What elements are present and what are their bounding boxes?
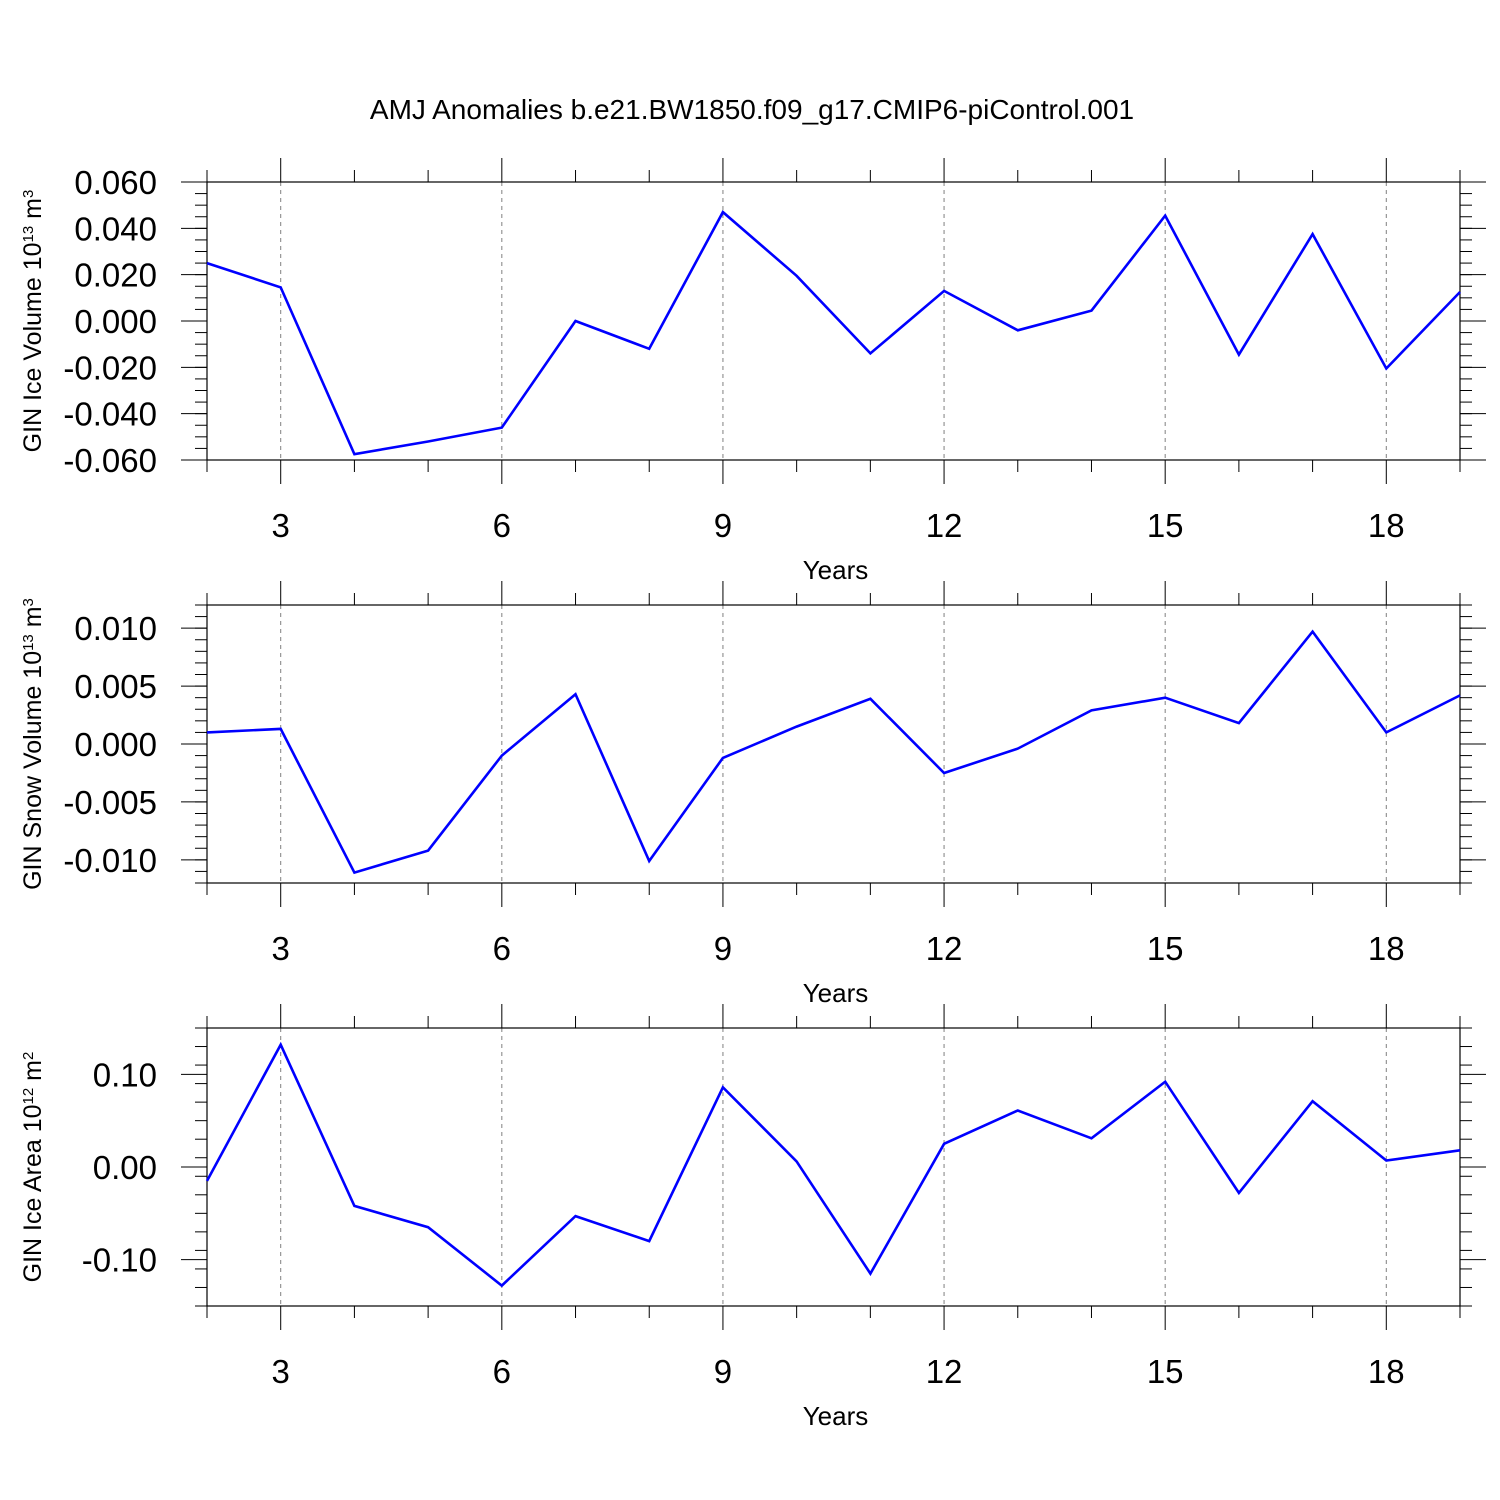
panels: 3 6 9 12 15 18 -0.060 -0.040 -0.020 0.000 0.020 0.0… [19,158,1486,1431]
y-axis-label-exp: 13 [20,226,37,243]
x-tick-label-9: 9 [714,1353,732,1390]
y-axis-label-unit: m [19,198,47,226]
x-tick-label-15: 15 [1147,507,1184,544]
y-tick-label-0.040: 0.040 [74,210,157,247]
y-axis-label-unit-exp: 2 [20,1052,37,1060]
series-line-1 [205,1041,1461,1288]
y-axis-label-exp: 12 [20,1088,37,1105]
y-tick-label-0.00: 0.00 [93,1149,157,1186]
figure-title: AMJ Anomalies b.e21.BW1850.f09_g17.CMIP6… [370,94,1134,125]
x-axis-label: Years [803,555,869,585]
y-tick-label-0.020: 0.020 [74,257,157,294]
y-axis-label-text: GIN Ice Area 10 [19,1104,47,1282]
series-line-1 [206,210,1461,456]
x-tick-label-12: 12 [926,930,963,967]
x-tick-label-18: 18 [1368,1353,1405,1390]
x-axis-label: Years [803,978,869,1008]
x-tick-label-9: 9 [714,930,732,967]
x-tick-label-6: 6 [493,507,511,544]
panel-2: 3 6 9 12 15 18 -0.010 -0.005 0.000 0.005 0.010 Year… [19,581,1486,1008]
panel-1: 3 6 9 12 15 18 -0.060 -0.040 -0.020 0.000 0.020 0.0… [19,158,1486,585]
y-tick-label-0.060: 0.060 [74,164,157,201]
y-axis-label: GIN Ice Area 1012 m2 [19,1052,47,1283]
y-axis-label-unit: m [19,1060,47,1088]
y-axis-label: GIN Snow Volume 1013 m3 [19,598,47,890]
x-tick-label-6: 6 [493,1353,511,1390]
series-line-1 [206,629,1461,875]
y-axis-label-unit-exp: 3 [20,190,37,198]
y-tick-label-0.10: 0.10 [93,1056,157,1093]
y-tick-label-0.005: 0.005 [74,668,157,705]
y-tick-label-0.000: 0.000 [74,726,157,763]
x-axis-label: Years [803,1401,869,1431]
y-axis-label-unit: m [19,606,47,634]
y-tick-label--0.005: -0.005 [63,784,157,821]
x-tick-label-15: 15 [1147,1353,1184,1390]
x-tick-label-3: 3 [272,930,290,967]
y-axis-label-text: GIN Ice Volume 10 [19,242,47,452]
panel-3: 3 6 9 12 15 18 -0.10 0.00 0.10 Years GIN Ice Area … [19,1004,1486,1431]
x-tick-label-15: 15 [1147,930,1184,967]
x-tick-label-3: 3 [272,507,290,544]
y-tick-label--0.010: -0.010 [63,842,157,879]
y-tick-label--0.020: -0.020 [63,349,157,386]
x-tick-label-18: 18 [1368,930,1405,967]
x-tick-label-3: 3 [272,1353,290,1390]
y-axis-label-exp: 13 [20,634,37,651]
y-tick-label-0.000: 0.000 [74,303,157,340]
x-tick-label-12: 12 [926,507,963,544]
y-axis-label-text: GIN Snow Volume 10 [19,651,47,890]
x-tick-label-6: 6 [493,930,511,967]
y-tick-label--0.060: -0.060 [63,442,157,479]
x-tick-label-9: 9 [714,507,732,544]
y-tick-label-0.010: 0.010 [74,610,157,647]
y-tick-label--0.040: -0.040 [63,396,157,433]
y-axis-label: GIN Ice Volume 1013 m3 [19,190,47,453]
y-axis-label-unit-exp: 3 [20,598,37,606]
x-tick-label-12: 12 [926,1353,963,1390]
x-tick-label-18: 18 [1368,507,1405,544]
y-tick-label--0.10: -0.10 [82,1242,157,1279]
